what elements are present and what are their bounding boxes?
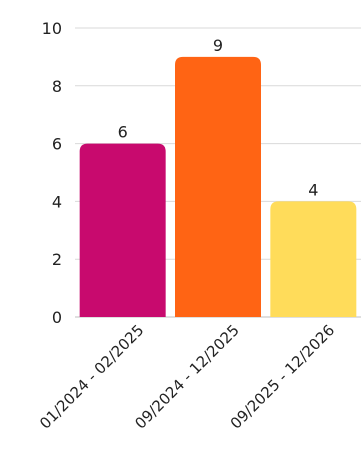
x-tick-label-2: 09/2024 - 12/2025 xyxy=(131,321,242,432)
data-label-2: 9 xyxy=(213,36,223,55)
y-tick-label-4: 4 xyxy=(52,192,62,211)
y-tick-label-8: 8 xyxy=(52,77,62,96)
data-label-3: 4 xyxy=(308,180,318,199)
y-tick-label-6: 6 xyxy=(52,135,62,154)
bar-2 xyxy=(175,56,261,318)
y-tick-label-2: 2 xyxy=(52,250,62,269)
data-label-1: 6 xyxy=(118,123,128,142)
bar-1 xyxy=(79,143,166,317)
y-tick-label-0: 0 xyxy=(52,308,62,327)
x-tick-label-1: 01/2024 - 02/2025 xyxy=(36,321,147,432)
y-axis-ticks: 0 2 4 6 8 10 xyxy=(42,19,62,327)
data-labels: 6 9 4 xyxy=(118,36,319,199)
y-tick-label-10: 10 xyxy=(42,19,62,38)
bars xyxy=(79,56,357,318)
bar-3 xyxy=(270,201,357,317)
x-tick-label-3: 09/2025 - 12/2026 xyxy=(227,321,338,432)
